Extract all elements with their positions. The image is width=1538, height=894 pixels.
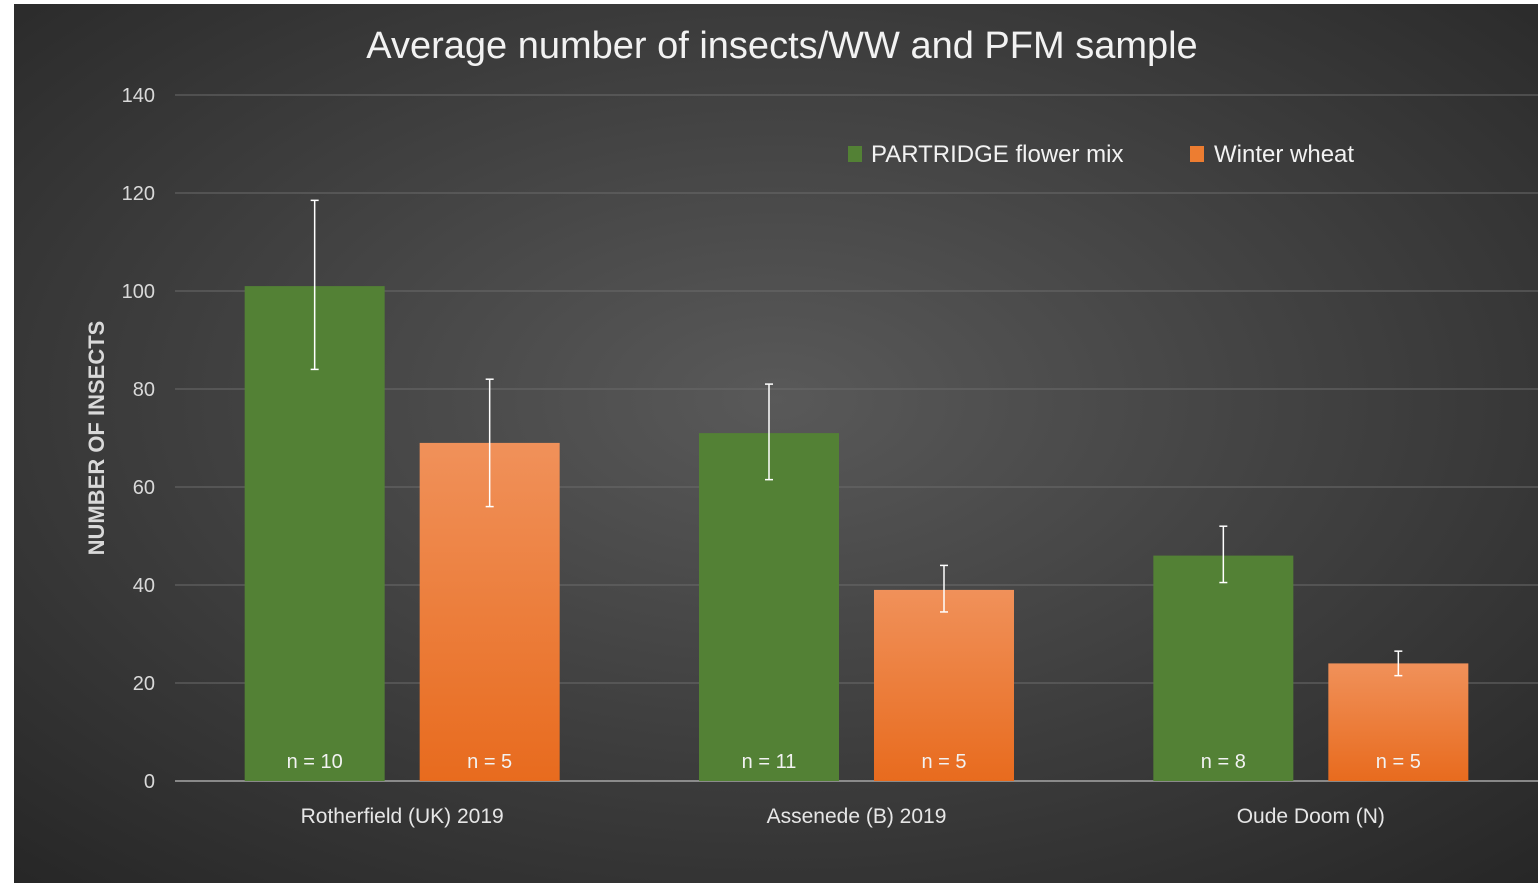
chart-title: Average number of insects/WW and PFM sam…: [366, 25, 1197, 67]
bar-winter-wheat-2: [1328, 663, 1469, 781]
y-tick-label: 80: [133, 379, 155, 401]
error-bars: [310, 199, 1403, 677]
legend-swatch-partridge: [848, 146, 862, 162]
data-label-winter-wheat-0: n = 5: [467, 751, 512, 773]
y-tick-label: 100: [122, 281, 155, 303]
gridlines: [175, 94, 1538, 782]
x-axis-ticks: Rotherfield (UK) 2019 Assenede (B) 2019 Ou…: [301, 805, 1385, 828]
bar-partridge-1: [699, 433, 839, 781]
data-labels: n = 10 n = 5 n = 11 n = 5 n = 8 n = 5: [287, 751, 1421, 773]
y-tick-label: 140: [122, 85, 155, 107]
data-label-winter-wheat-1: n = 5: [921, 751, 966, 773]
y-axis-ticks: 0 20 40 60 80 100 120 140: [122, 85, 155, 793]
bar-partridge-2: [1153, 555, 1294, 781]
data-label-partridge-0: n = 10: [287, 751, 343, 773]
legend: PARTRIDGE flower mix Winter wheat: [848, 141, 1354, 168]
data-label-partridge-1: n = 11: [742, 751, 797, 773]
legend-label-partridge: PARTRIDGE flower mix: [871, 141, 1123, 168]
legend-swatch-winter-wheat: [1190, 146, 1204, 162]
legend-label-winter-wheat: Winter wheat: [1214, 141, 1354, 168]
bar-winter-wheat-1: [874, 589, 1014, 781]
y-axis-title: NUMBER OF INSECTS: [84, 321, 109, 556]
y-tick-label: 60: [133, 477, 155, 499]
y-tick-label: 20: [133, 673, 155, 695]
x-tick-label: Rotherfield (UK) 2019: [301, 805, 504, 828]
y-tick-label: 120: [122, 183, 155, 205]
y-tick-label: 40: [133, 575, 155, 597]
data-label-partridge-2: n = 8: [1201, 751, 1246, 773]
x-tick-label: Assenede (B) 2019: [767, 805, 947, 828]
data-label-winter-wheat-2: n = 5: [1376, 751, 1421, 773]
x-tick-label: Oude Doom (N): [1237, 805, 1385, 828]
y-tick-label: 0: [144, 771, 155, 793]
